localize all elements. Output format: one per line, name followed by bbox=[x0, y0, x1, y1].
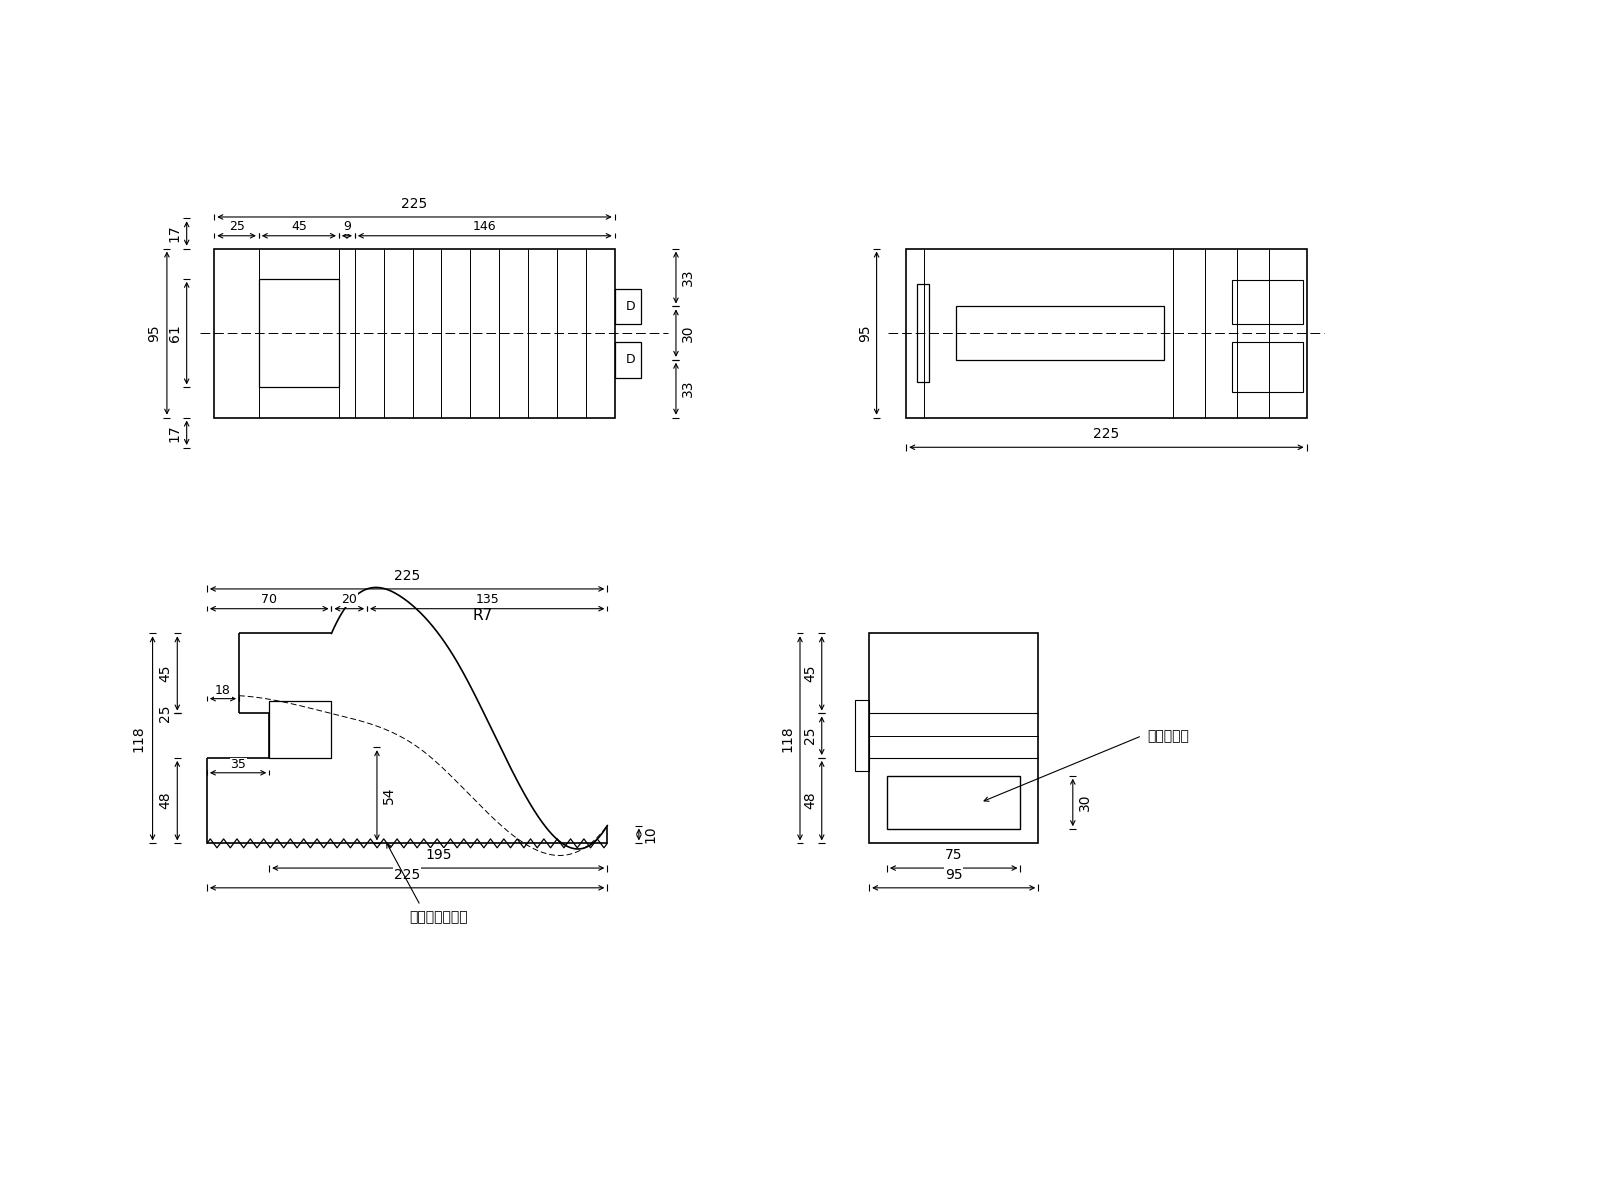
Bar bbox=[906, 248, 1307, 418]
Text: 33: 33 bbox=[682, 269, 694, 287]
Text: 45: 45 bbox=[291, 221, 307, 233]
Text: D: D bbox=[626, 300, 635, 313]
Text: 118: 118 bbox=[131, 725, 146, 751]
Bar bbox=[269, 701, 331, 758]
Text: 35: 35 bbox=[230, 758, 246, 772]
Text: 25: 25 bbox=[158, 704, 173, 722]
Text: 135: 135 bbox=[475, 593, 499, 606]
Text: 225: 225 bbox=[402, 197, 427, 211]
Text: 146: 146 bbox=[474, 221, 496, 233]
Text: 反射テープ: 反射テープ bbox=[1147, 728, 1189, 743]
Text: 118: 118 bbox=[781, 725, 794, 751]
Bar bbox=[614, 289, 642, 324]
Text: 48: 48 bbox=[803, 792, 818, 810]
Text: 10: 10 bbox=[643, 826, 658, 844]
Text: 95: 95 bbox=[858, 324, 872, 342]
Text: 33: 33 bbox=[682, 380, 694, 397]
Text: 225: 225 bbox=[394, 569, 421, 583]
Bar bbox=[886, 775, 1021, 829]
Text: 75: 75 bbox=[946, 848, 963, 863]
Bar bbox=[1232, 280, 1302, 324]
Text: 30: 30 bbox=[682, 324, 694, 342]
Text: 45: 45 bbox=[158, 665, 173, 682]
Text: 45: 45 bbox=[803, 665, 818, 682]
Text: 18: 18 bbox=[214, 684, 230, 697]
Text: 70: 70 bbox=[261, 593, 277, 606]
Text: 95: 95 bbox=[946, 868, 963, 882]
Text: R7: R7 bbox=[472, 608, 493, 623]
Text: 25: 25 bbox=[803, 727, 818, 744]
Text: 48: 48 bbox=[158, 792, 173, 810]
Text: スベリ止めゴム: スベリ止めゴム bbox=[410, 911, 467, 924]
Bar bbox=[1232, 342, 1302, 392]
Text: 30: 30 bbox=[1078, 793, 1091, 811]
Text: 17: 17 bbox=[168, 424, 182, 442]
Text: 225: 225 bbox=[394, 868, 421, 882]
Bar bbox=[957, 306, 1165, 360]
Text: 17: 17 bbox=[168, 224, 182, 242]
Text: 54: 54 bbox=[382, 786, 395, 804]
Bar bbox=[214, 248, 614, 418]
Text: 195: 195 bbox=[426, 848, 451, 863]
Text: 225: 225 bbox=[1093, 427, 1120, 442]
Text: 20: 20 bbox=[341, 593, 357, 606]
Text: 61: 61 bbox=[168, 324, 182, 342]
Text: 9: 9 bbox=[342, 221, 350, 233]
Bar bbox=[259, 278, 339, 388]
Text: D: D bbox=[626, 353, 635, 366]
Text: 25: 25 bbox=[229, 221, 245, 233]
Text: 95: 95 bbox=[147, 324, 162, 342]
Bar bbox=[917, 284, 930, 382]
Bar bbox=[869, 634, 1038, 844]
Bar bbox=[854, 700, 869, 772]
Bar bbox=[614, 342, 642, 378]
